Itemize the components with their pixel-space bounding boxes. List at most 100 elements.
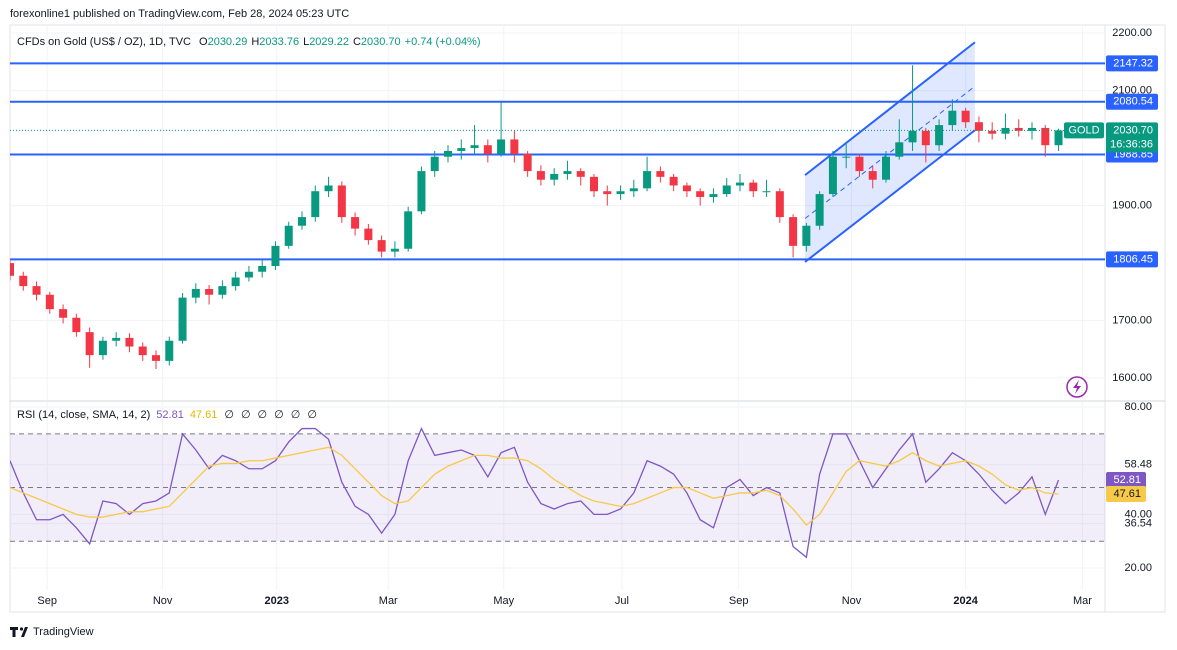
candle-body (550, 173, 559, 180)
candle-body (868, 171, 877, 180)
candle-body (390, 248, 399, 252)
candle-body (1001, 127, 1010, 134)
candle-body (258, 265, 267, 272)
candle-body (497, 139, 506, 154)
candle-body (895, 142, 904, 157)
rsi-line (10, 426, 1060, 559)
candle-body (351, 217, 360, 229)
candle-body (98, 340, 107, 356)
candle-body (908, 130, 917, 143)
channel-lower (804, 129, 976, 263)
x-tick-label: Mar (379, 595, 398, 607)
candle-body (298, 217, 306, 226)
candle-body (165, 340, 174, 361)
candle-body (961, 110, 970, 123)
countdown: 16:36:36 (1110, 138, 1153, 150)
level-box (1106, 93, 1158, 110)
rsi-value-label: 52.81 (1113, 474, 1141, 486)
candle-body (337, 185, 346, 218)
y-tick-label: 36.54 (1124, 518, 1152, 530)
rsi-legend-value: 47.61 (190, 409, 218, 421)
candle-body (948, 110, 957, 126)
candle-body (828, 156, 837, 195)
level-box (1106, 55, 1158, 72)
candle-body (709, 194, 718, 197)
level-label: 2147.32 (1113, 57, 1153, 69)
candle-body (324, 185, 333, 192)
level-box (1106, 251, 1158, 268)
candle-body (231, 277, 240, 287)
y-tick-label: 2200.00 (1112, 27, 1152, 39)
ohlc-name: O (199, 36, 208, 48)
tradingview-logo (10, 627, 28, 637)
candle-body (629, 188, 638, 192)
rsi-legend-value: 52.81 (156, 409, 184, 421)
candle-body (789, 217, 798, 246)
ohlc-value: 2030.70 (361, 36, 401, 48)
candle-body (682, 185, 691, 192)
x-tick-label: Mar (1073, 595, 1092, 607)
ohlc-name: H (251, 36, 259, 48)
candle-body (616, 191, 625, 195)
x-tick-label: Nov (842, 595, 862, 607)
candle-body (125, 337, 134, 347)
y-tick-label: 1700.00 (1112, 315, 1152, 327)
publish-header: forexonline1 published on TradingView.co… (10, 8, 349, 20)
candle-body (178, 297, 187, 341)
candle-body (656, 171, 665, 177)
rsi-value-box (1106, 485, 1146, 502)
candle-body (536, 171, 545, 180)
rsi-extra: ∅ (258, 409, 268, 421)
candle-body (430, 156, 439, 172)
rsi-pane (10, 426, 1105, 559)
y-tick-label: 20.00 (1124, 562, 1152, 574)
candle-body (244, 271, 253, 278)
candle-body (775, 191, 784, 218)
candle-body (311, 191, 320, 218)
candle-body (603, 191, 612, 195)
axes: Sep Nov 2023 Mar May Jul Sep Nov 2024 Mar 1600.00 1… (37, 27, 1158, 607)
rsi-line (10, 446, 1059, 527)
candle-body (470, 145, 479, 149)
level-label: 1806.45 (1113, 253, 1153, 265)
x-tick-label: Sep (37, 595, 57, 607)
candle-body (510, 139, 519, 154)
candle-body (1041, 127, 1050, 146)
y-tick-label: 40.00 (1124, 508, 1152, 520)
rsi-value-label: 47.61 (1113, 488, 1141, 500)
candle-body (921, 130, 930, 146)
candle-body (815, 194, 824, 226)
grid (10, 25, 1105, 590)
x-tick-label: Sep (729, 595, 749, 607)
symbol-label: GOLD (1068, 124, 1099, 136)
y-tick-label: 80.00 (1124, 401, 1152, 413)
last-price-box (1106, 122, 1158, 153)
candle-body (1054, 130, 1063, 146)
y-tick-label: 58.48 (1124, 459, 1152, 471)
symbol-box (1064, 122, 1104, 139)
candle-body (483, 145, 492, 154)
candle-body (377, 240, 386, 252)
x-tick-label: 2024 (953, 595, 978, 607)
rsi-extra: ∅ (274, 409, 284, 421)
x-tick-label: 2023 (265, 595, 289, 607)
candle-body (696, 191, 705, 197)
candle-body (722, 185, 731, 195)
candle-body (855, 156, 864, 172)
candle-body (32, 286, 41, 295)
x-tick-label: Jul (615, 595, 629, 607)
candle-body (1028, 127, 1036, 131)
candle-body (19, 275, 28, 287)
ohlc-name: C (353, 36, 361, 48)
candle-body (457, 148, 466, 151)
candle-body (736, 182, 744, 186)
candle-body (988, 130, 997, 134)
price-pane (10, 41, 1105, 369)
candle-body (882, 156, 890, 180)
price-change: +0.74 (+0.04%) (405, 36, 481, 48)
candle-body (112, 337, 121, 341)
candle-body (576, 171, 585, 177)
candle-body (444, 150, 452, 157)
rsi-title: RSI (14, close, SMA, 14, 2) (17, 409, 150, 421)
y-tick-label: 1900.00 (1112, 200, 1152, 212)
